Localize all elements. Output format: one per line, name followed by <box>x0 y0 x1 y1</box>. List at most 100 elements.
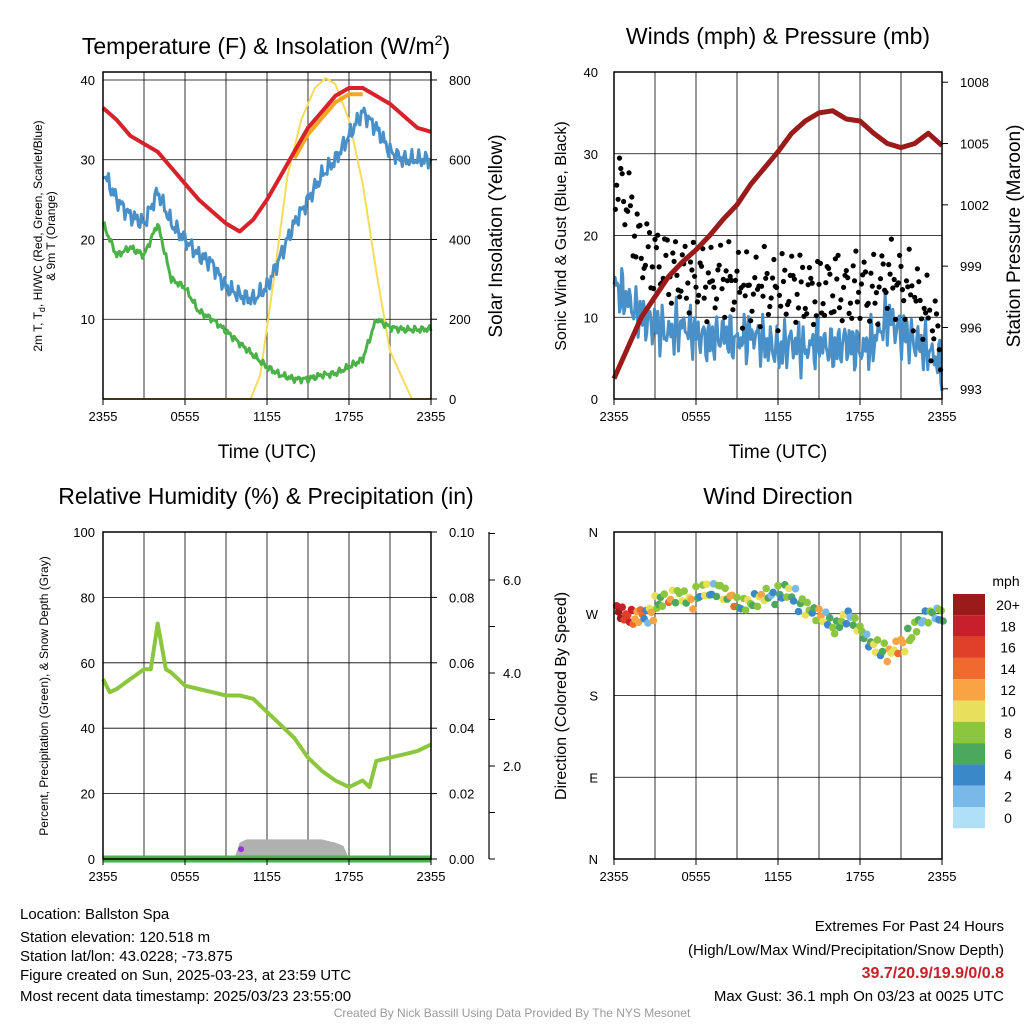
gust-point <box>906 246 912 252</box>
gust-point <box>655 232 661 238</box>
gust-point <box>884 305 890 311</box>
direction-title: Wind Direction <box>703 483 853 509</box>
direction-point <box>822 608 830 616</box>
direction-point <box>825 614 834 622</box>
speed-legend: mph 20+ 18 16 14 12 10 8 6 4 2 0 <box>953 573 1020 829</box>
y2-tick-label: 999 <box>960 259 982 274</box>
gust-point <box>923 310 929 316</box>
direction-point <box>924 619 933 627</box>
direction-point <box>784 584 793 593</box>
gust-point <box>817 260 824 266</box>
legend-label: 18 <box>1000 618 1016 634</box>
direction-point <box>660 590 669 598</box>
gust-point <box>765 311 772 318</box>
direction-point <box>939 617 947 625</box>
gust-point <box>677 294 683 300</box>
y2-tick-label: 0.10 <box>449 525 474 540</box>
direction-point <box>649 616 658 625</box>
gust-point <box>872 300 878 306</box>
gust-point <box>716 262 722 268</box>
legend-swatch <box>953 636 985 658</box>
gust-point <box>622 222 628 228</box>
gust-point <box>618 165 624 172</box>
gust-point <box>791 276 798 282</box>
gust-point <box>642 262 649 268</box>
direction-point <box>789 597 798 605</box>
gust-point <box>759 283 765 289</box>
gust-point <box>813 313 819 319</box>
x-tick-label: 1155 <box>764 409 792 424</box>
gust-point <box>910 328 916 334</box>
gust-point <box>703 284 709 290</box>
gust-point <box>786 298 792 305</box>
gust-point <box>712 305 718 311</box>
gust-point <box>871 251 877 257</box>
gust-point <box>886 262 892 268</box>
y-tick-label: 20 <box>584 229 598 244</box>
temperature-2m-line <box>101 86 432 234</box>
gust-point <box>715 267 721 273</box>
temperature-panel: Temperature (F) & Insolation (W/m2) 2355… <box>31 32 507 463</box>
gust-point <box>826 265 832 271</box>
gust-point <box>614 182 620 188</box>
gust-point <box>932 298 938 304</box>
gust-point <box>862 269 869 275</box>
y-tick-label: 0 <box>88 852 95 867</box>
gust-point <box>615 196 621 202</box>
legend-label: 0 <box>1004 810 1012 826</box>
legend-swatch <box>953 743 985 765</box>
gust-point <box>687 259 694 265</box>
gust-point <box>760 293 766 299</box>
gust-point <box>727 273 733 279</box>
direction-point <box>774 582 782 590</box>
gust-point <box>741 282 747 288</box>
gust-point <box>936 347 942 353</box>
gust-point <box>631 233 638 239</box>
direction-point <box>689 605 697 613</box>
x-tick-label: 2355 <box>600 869 629 884</box>
y2-tick-label: 0.08 <box>449 590 474 605</box>
gust-point <box>873 290 880 296</box>
gust-point <box>753 254 759 260</box>
direction-point <box>687 595 695 603</box>
y3-tick-label: 2.0 <box>503 759 521 774</box>
direction-point <box>702 580 711 588</box>
gust-point <box>890 285 896 291</box>
gust-point <box>858 281 865 287</box>
gust-point <box>812 299 818 305</box>
y2-tick-label: 400 <box>449 232 471 247</box>
gust-point <box>789 253 795 259</box>
gust-point <box>769 275 776 281</box>
gust-point <box>925 315 931 321</box>
gust-point <box>708 244 714 250</box>
gust-point <box>663 252 669 258</box>
gust-point <box>764 270 770 277</box>
y-tick-label: 30 <box>584 147 598 162</box>
y2-tick-label: 1005 <box>960 137 989 152</box>
gust-point <box>728 277 735 284</box>
humidity-gridlines <box>103 532 431 859</box>
direction-tick-label: N <box>589 852 598 867</box>
y2-tick-label: 0.02 <box>449 787 474 802</box>
gust-point <box>806 265 813 271</box>
gust-point <box>857 315 863 321</box>
x-tick-label: 1755 <box>846 869 875 884</box>
gust-point <box>798 279 804 285</box>
gust-point <box>627 203 634 209</box>
gust-point <box>686 310 692 316</box>
gust-point <box>935 323 941 329</box>
y2-tick-label: 1002 <box>960 198 989 213</box>
x-tick-label: 2355 <box>417 869 446 884</box>
gust-point <box>797 252 803 258</box>
x-tick-label: 2355 <box>417 409 446 424</box>
info-recent: Most recent data timestamp: 2025/03/23 2… <box>20 988 352 1005</box>
y-tick-label: 10 <box>81 312 95 327</box>
gust-point <box>849 315 855 321</box>
x-tick-label: 0555 <box>682 409 711 424</box>
pressure-ylabel: Station Pressure (Maroon) <box>1004 125 1024 348</box>
gust-point <box>640 275 646 281</box>
direction-point <box>844 607 852 615</box>
gust-point <box>733 277 739 283</box>
direction-point <box>873 636 882 644</box>
gust-point <box>898 263 904 269</box>
